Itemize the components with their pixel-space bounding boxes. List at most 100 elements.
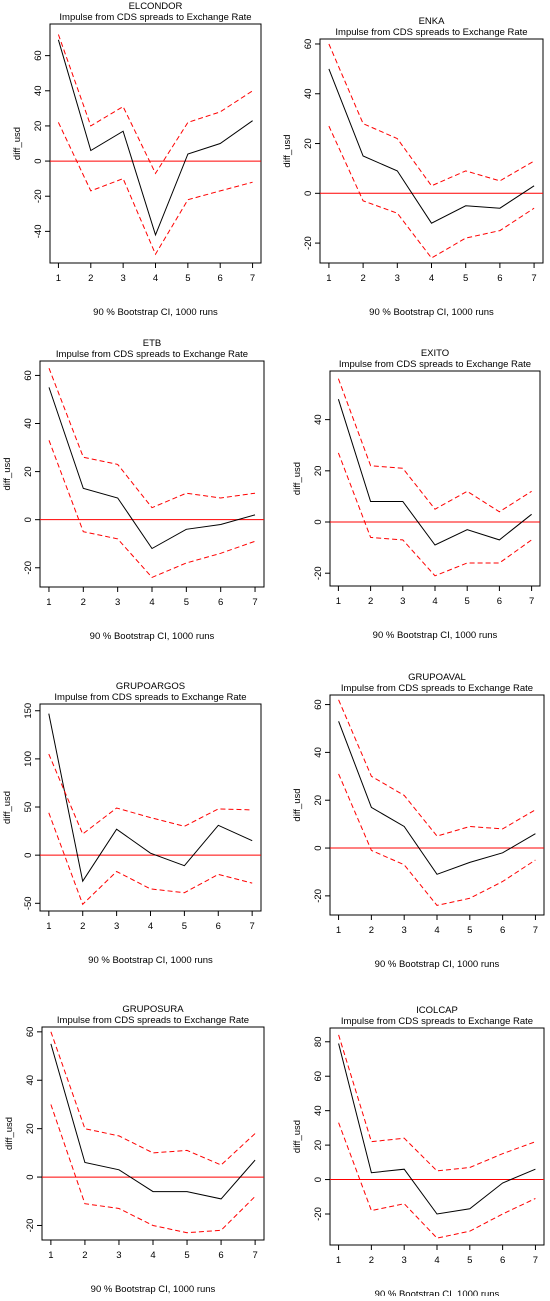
irf-line [57, 39, 253, 237]
y-tick-label: -40 [33, 225, 44, 239]
panel-subtitle: Impulse from CDS spreads to Exchange Rat… [54, 692, 246, 703]
y-tick-label: 20 [23, 466, 34, 477]
y-tick-label: 150 [23, 703, 34, 719]
x-tick-label: 3 [114, 921, 119, 932]
x-tick-label: 7 [250, 921, 255, 932]
x-tick-label: 3 [402, 925, 407, 936]
y-tick-label: 40 [23, 418, 34, 429]
x-tick-label: 2 [368, 596, 373, 607]
x-tick-label: 7 [533, 1255, 538, 1266]
y-tick-label: -20 [313, 566, 324, 580]
ci-lower-band-line [50, 1104, 256, 1234]
x-tick-label: 7 [250, 273, 255, 284]
panel-subtitle: Impulse from CDS spreads to Exchange Rat… [59, 12, 251, 23]
plot-frame [329, 370, 541, 587]
y-tick-label: 60 [313, 699, 324, 710]
x-tick-label: 6 [497, 273, 502, 284]
plot-frame [39, 360, 265, 588]
panel-subtitle: Impulse from CDS spreads to Exchange Rat… [341, 1016, 533, 1027]
x-axis-label: 90 % Bootstrap CI, 1000 runs [91, 1284, 216, 1295]
x-tick-label: 1 [336, 596, 341, 607]
x-axis-label: 90 % Bootstrap CI, 1000 runs [373, 630, 498, 641]
y-tick-label: 0 [23, 853, 34, 858]
y-tick-label: 60 [23, 370, 34, 381]
plot-frame [329, 694, 545, 916]
y-tick-label: -20 [313, 889, 324, 903]
ci-upper-band-line [50, 1031, 256, 1166]
x-tick-label: 1 [56, 273, 61, 284]
y-tick-label: 0 [23, 517, 34, 522]
y-axis-label: diff_usd [4, 1117, 15, 1150]
x-tick-label: 6 [497, 596, 502, 607]
x-tick-label: 5 [467, 1255, 472, 1266]
x-tick-label: 4 [149, 597, 154, 608]
y-tick-label: 100 [23, 751, 34, 767]
x-tick-label: 7 [252, 1250, 257, 1261]
y-tick-label: 20 [303, 138, 314, 149]
x-tick-label: 5 [182, 921, 187, 932]
x-tick-label: 1 [336, 1255, 341, 1266]
x-tick-label: 7 [533, 925, 538, 936]
x-tick-label: 7 [531, 273, 536, 284]
y-tick-label: 0 [303, 191, 314, 196]
y-axis-label: diff_usd [12, 127, 23, 160]
y-tick-label: 40 [313, 414, 324, 425]
irf-line [338, 1043, 536, 1215]
x-axis-label: 90 % Bootstrap CI, 1000 runs [375, 959, 500, 970]
panel-title: GRUPOAVAL [408, 672, 466, 683]
y-tick-label: -20 [303, 236, 314, 250]
x-tick-label: 4 [434, 925, 439, 936]
x-tick-label: 1 [48, 1250, 53, 1261]
x-tick-label: 2 [81, 597, 86, 608]
y-axis-label: diff_usd [2, 457, 13, 490]
y-tick-label: -50 [23, 896, 34, 910]
x-tick-label: 3 [402, 1255, 407, 1266]
y-tick-label: -20 [313, 1207, 324, 1221]
x-tick-label: 1 [336, 925, 341, 936]
y-tick-label: 0 [313, 1177, 324, 1182]
y-tick-label: 40 [33, 85, 44, 96]
x-tick-label: 2 [88, 273, 93, 284]
x-tick-label: 4 [434, 1255, 439, 1266]
irf-line [48, 713, 253, 883]
x-tick-label: 6 [218, 597, 223, 608]
panel-title: GRUPOSURA [122, 1004, 184, 1015]
x-tick-label: 5 [184, 1250, 189, 1261]
panel-title: ICOLCAP [416, 1005, 458, 1016]
ci-lower-band-line [48, 440, 256, 578]
plot-frame [41, 1026, 265, 1241]
panel-subtitle: Impulse from CDS spreads to Exchange Rat… [56, 349, 248, 360]
x-axis-label: 90 % Bootstrap CI, 1000 runs [93, 307, 218, 318]
y-tick-label: 60 [303, 39, 314, 50]
panel-subtitle: Impulse from CDS spreads to Exchange Rat… [341, 683, 533, 694]
y-tick-label: 50 [23, 802, 34, 813]
x-tick-label: 4 [148, 921, 153, 932]
panel-subtitle: Impulse from CDS spreads to Exchange Rat… [335, 27, 527, 38]
irf-line [337, 399, 532, 546]
ci-lower-band-line [57, 122, 253, 256]
x-tick-label: 2 [82, 1250, 87, 1261]
ci-upper-band-line [338, 699, 536, 837]
x-tick-label: 4 [150, 1250, 155, 1261]
x-tick-label: 6 [216, 921, 221, 932]
y-tick-label: 0 [33, 158, 44, 163]
panel-title: ENKA [419, 16, 446, 27]
y-tick-label: 20 [313, 1140, 324, 1151]
x-tick-label: 1 [326, 273, 331, 284]
y-tick-label: 20 [313, 795, 324, 806]
x-tick-label: 3 [115, 597, 120, 608]
panel-title: ETB [143, 338, 161, 349]
irf-line [338, 721, 536, 875]
x-tick-label: 3 [395, 273, 400, 284]
x-tick-label: 4 [432, 596, 437, 607]
x-tick-label: 3 [120, 273, 125, 284]
y-axis-label: diff_usd [2, 791, 13, 824]
y-tick-label: 0 [25, 1174, 36, 1179]
